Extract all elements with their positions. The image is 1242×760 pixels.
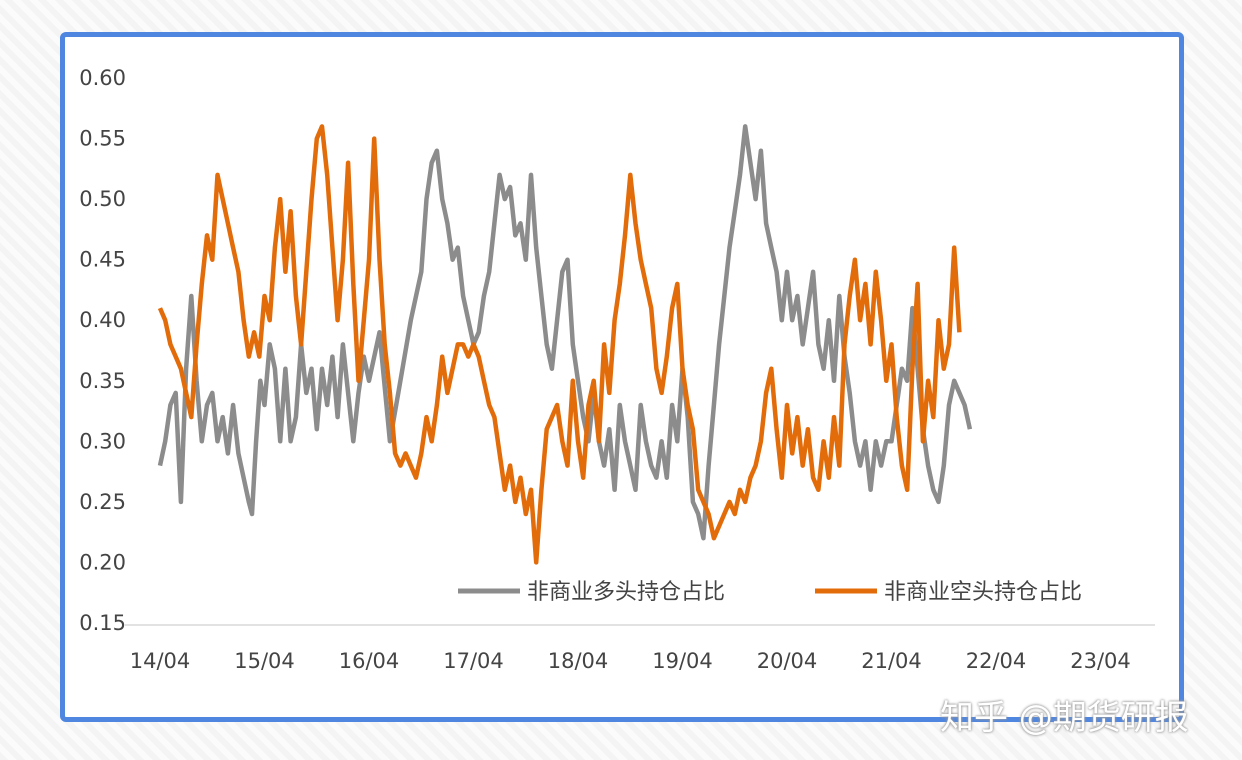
watermark: 知乎 @期货研报 xyxy=(940,698,1189,738)
y-tick-label: 0.25 xyxy=(79,490,126,514)
x-tick-label: 23/04 xyxy=(1070,649,1131,673)
y-axis-tick-labels: 0.60 0.55 0.50 0.45 0.40 0.35 0.30 0.25 0.20 0.15 xyxy=(79,66,126,635)
y-tick-label: 0.30 xyxy=(79,429,126,453)
y-tick-label: 0.20 xyxy=(79,550,126,574)
x-tick-label: 15/04 xyxy=(234,649,295,673)
y-tick-label: 0.35 xyxy=(79,369,126,393)
x-axis-tick-labels: 14/04 15/04 16/04 17/04 18/04 19/04 20/04 21/04… xyxy=(130,649,1131,673)
series-lines xyxy=(157,124,973,565)
x-tick-label: 16/04 xyxy=(339,649,400,673)
y-tick-label: 0.55 xyxy=(79,127,126,151)
x-tick-label: 22/04 xyxy=(966,649,1027,673)
x-tick-label: 14/04 xyxy=(130,649,191,673)
y-tick-label: 0.45 xyxy=(79,248,126,272)
y-tick-label: 0.60 xyxy=(79,66,126,90)
legend: 非商业多头持仓占比 非商业空头持仓占比 xyxy=(458,580,1082,605)
x-tick-label: 18/04 xyxy=(548,649,609,673)
legend-label-short: 非商业空头持仓占比 xyxy=(884,580,1082,605)
y-tick-label: 0.50 xyxy=(79,187,126,211)
series-line-long-position xyxy=(157,124,973,541)
x-tick-label: 19/04 xyxy=(652,649,713,673)
x-tick-label: 17/04 xyxy=(443,649,504,673)
x-tick-label: 20/04 xyxy=(757,649,818,673)
legend-label-long: 非商业多头持仓占比 xyxy=(527,580,725,605)
y-tick-label: 0.15 xyxy=(79,611,126,635)
series-line-short-position xyxy=(157,124,962,565)
x-tick-label: 21/04 xyxy=(861,649,922,673)
chart-frame xyxy=(60,32,1184,722)
y-tick-label: 0.40 xyxy=(79,308,126,332)
